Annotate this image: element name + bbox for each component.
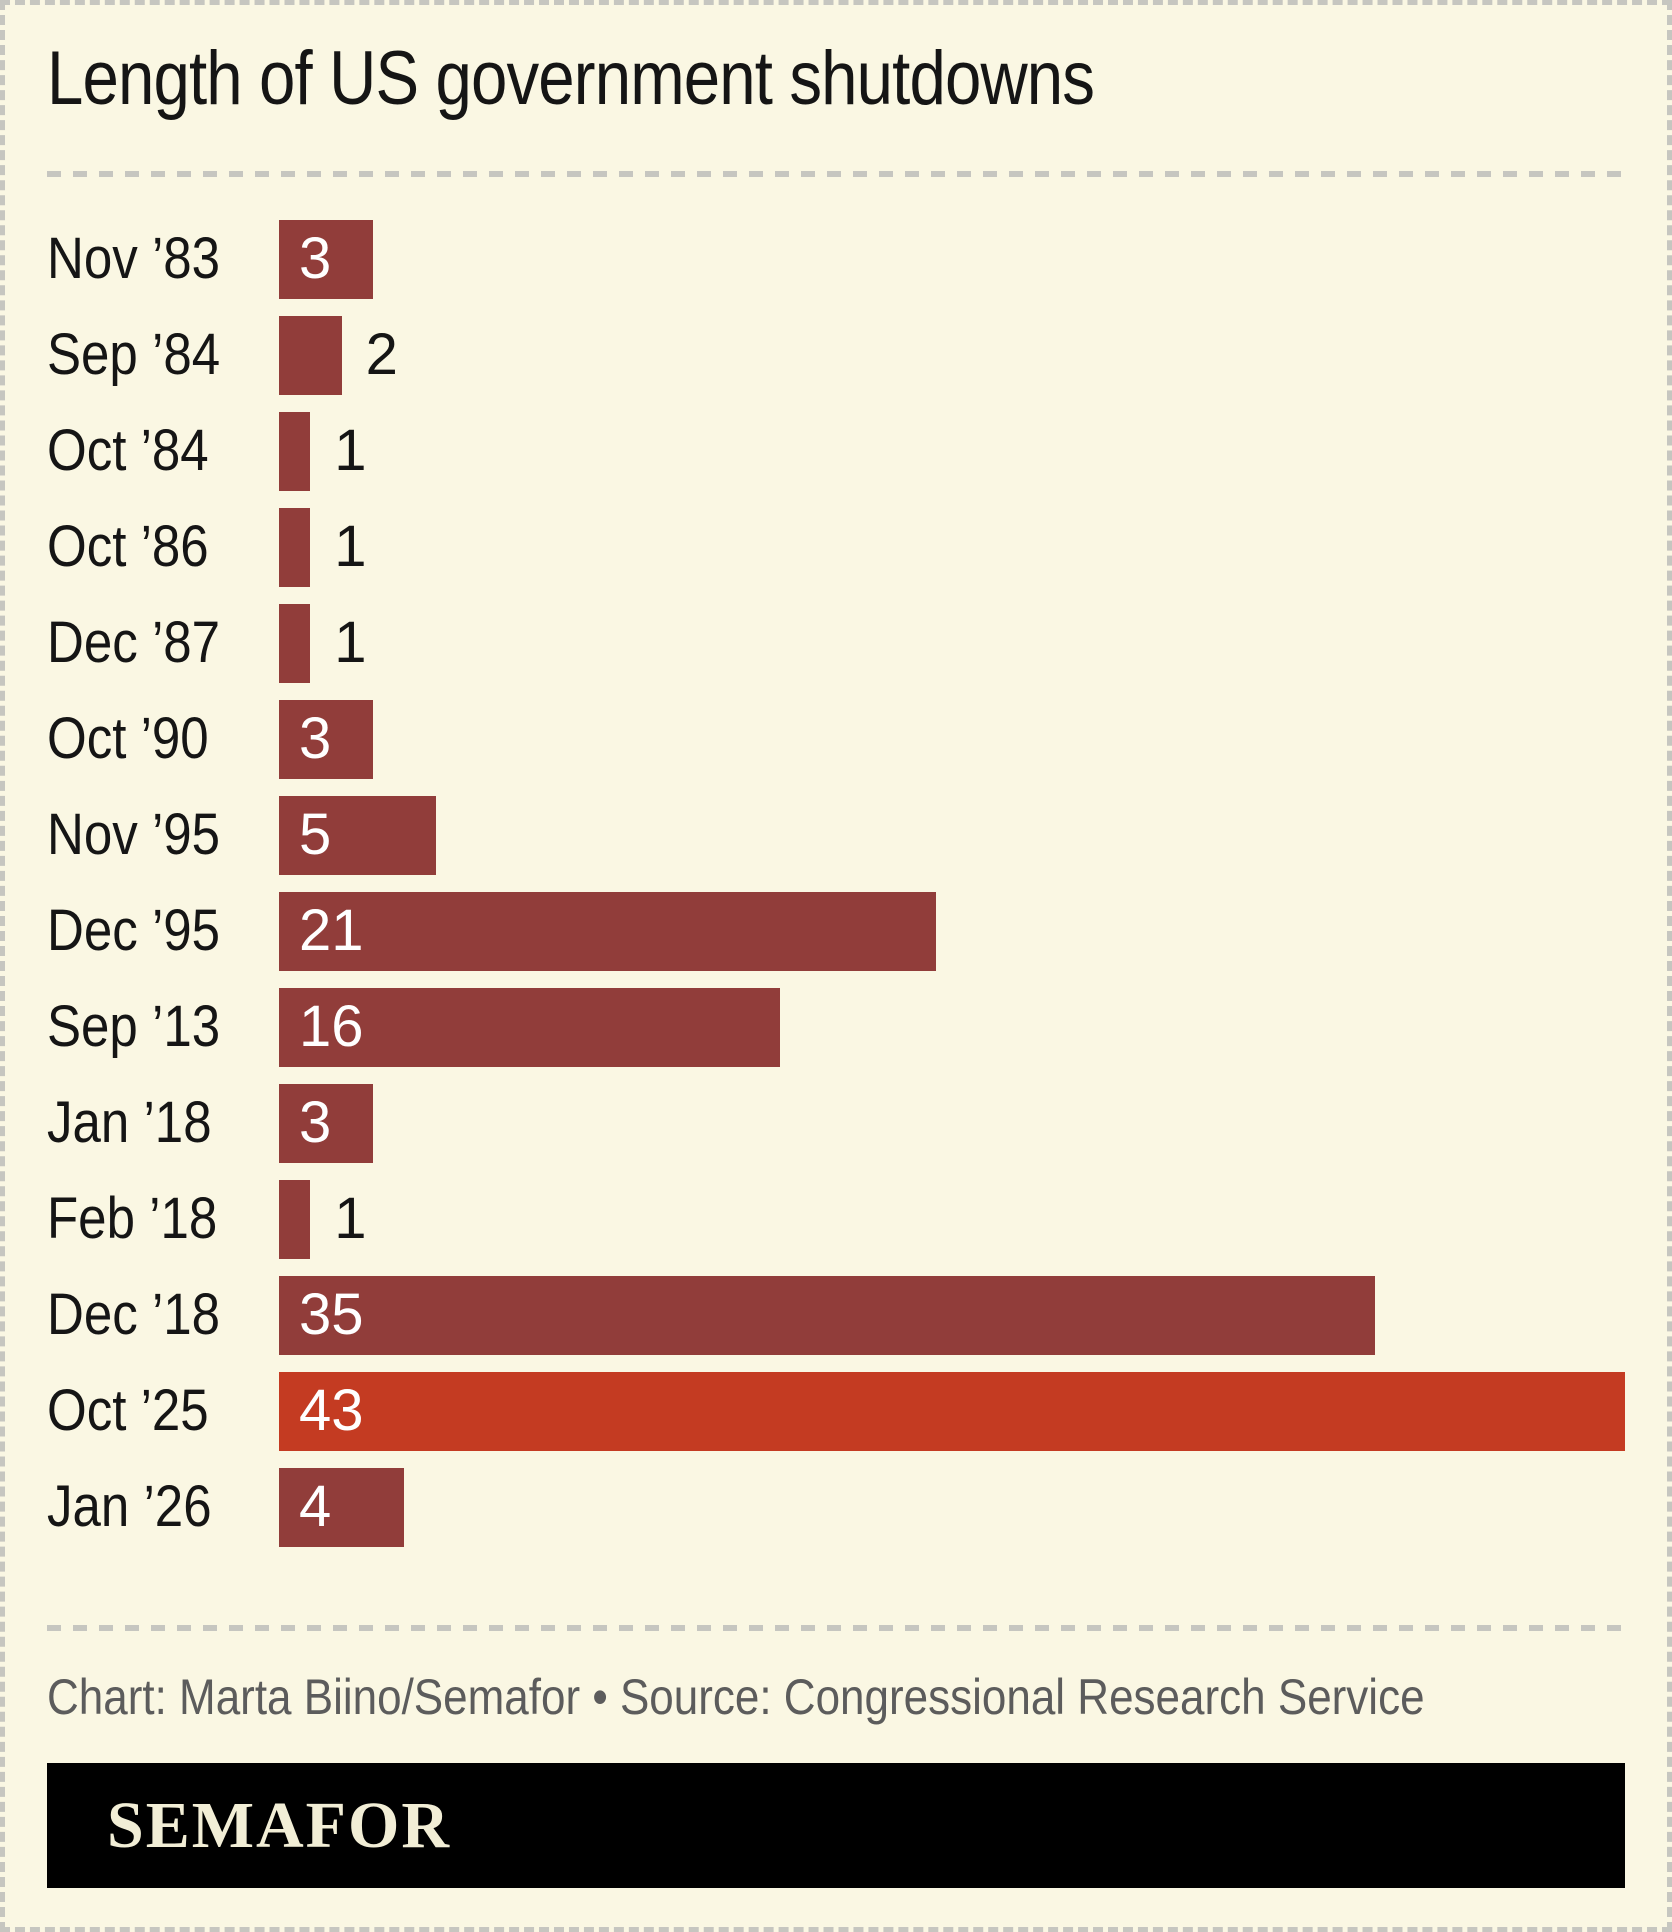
category-label: Nov ’83 bbox=[47, 226, 221, 291]
value-label: 35 bbox=[299, 1282, 364, 1347]
attribution-note: Chart: Marta Biino/Semafor • Source: Con… bbox=[47, 1669, 1425, 1725]
bar bbox=[279, 1179, 311, 1259]
bar-area: 1 bbox=[279, 403, 1625, 499]
category-label: Sep ’13 bbox=[47, 994, 221, 1059]
category-label: Oct ’84 bbox=[47, 418, 209, 483]
category-label: Oct ’90 bbox=[47, 706, 209, 771]
bar: 4 bbox=[279, 1467, 405, 1547]
chart-row: Oct ’90 3 bbox=[47, 691, 1625, 787]
chart-row: Feb ’18 1 bbox=[47, 1171, 1625, 1267]
bar: 3 bbox=[279, 1083, 373, 1163]
category-label: Oct ’86 bbox=[47, 514, 209, 579]
value-label: 3 bbox=[299, 226, 332, 291]
bar-area: 4 bbox=[279, 1459, 1625, 1555]
chart-row: Nov ’95 5 bbox=[47, 787, 1625, 883]
bar: 43 bbox=[279, 1371, 1625, 1451]
value-label: 16 bbox=[299, 994, 364, 1059]
bar-chart: Nov ’83 3 Sep ’84 2 Oct ’84 bbox=[47, 211, 1625, 1555]
bar-area: 3 bbox=[279, 1075, 1625, 1171]
bar: 35 bbox=[279, 1275, 1375, 1355]
chart-row: Dec ’87 1 bbox=[47, 595, 1625, 691]
category-label: Dec ’95 bbox=[47, 898, 221, 963]
bar: 3 bbox=[279, 699, 373, 779]
chart-row: Sep ’84 2 bbox=[47, 307, 1625, 403]
chart-title: Length of US government shutdowns bbox=[47, 36, 1095, 121]
category-label: Nov ’95 bbox=[47, 802, 221, 867]
value-label: 1 bbox=[334, 610, 367, 675]
category-label: Jan ’18 bbox=[47, 1090, 212, 1155]
chart-row: Dec ’18 35 bbox=[47, 1267, 1625, 1363]
category-label: Oct ’25 bbox=[47, 1378, 209, 1443]
value-label: 3 bbox=[299, 706, 332, 771]
bar bbox=[279, 315, 342, 395]
semafor-wordmark: SEMAFOR bbox=[107, 1788, 451, 1862]
bar: 16 bbox=[279, 987, 780, 1067]
value-label: 1 bbox=[334, 418, 367, 483]
bar-area: 43 bbox=[279, 1363, 1625, 1459]
bar-area: 1 bbox=[279, 499, 1625, 595]
bar-area: 1 bbox=[279, 595, 1625, 691]
category-label: Sep ’84 bbox=[47, 322, 221, 387]
chart-row: Sep ’13 16 bbox=[47, 979, 1625, 1075]
bar-area: 3 bbox=[279, 691, 1625, 787]
semafor-logo-bar: SEMAFOR bbox=[47, 1763, 1625, 1888]
bar bbox=[279, 507, 311, 587]
value-label: 1 bbox=[334, 1186, 367, 1251]
top-divider bbox=[47, 171, 1625, 177]
chart-row: Oct ’84 1 bbox=[47, 403, 1625, 499]
chart-row: Nov ’83 3 bbox=[47, 211, 1625, 307]
bar: 21 bbox=[279, 891, 937, 971]
category-label: Dec ’87 bbox=[47, 610, 221, 675]
chart-row: Jan ’26 4 bbox=[47, 1459, 1625, 1555]
chart-row: Oct ’86 1 bbox=[47, 499, 1625, 595]
value-label: 4 bbox=[299, 1474, 332, 1539]
bar bbox=[279, 603, 311, 683]
bar-area: 5 bbox=[279, 787, 1625, 883]
value-label: 5 bbox=[299, 802, 332, 867]
bar-area: 3 bbox=[279, 211, 1625, 307]
chart-row: Oct ’25 43 bbox=[47, 1363, 1625, 1459]
value-label: 3 bbox=[299, 1090, 332, 1155]
category-label: Feb ’18 bbox=[47, 1186, 218, 1251]
value-label: 2 bbox=[365, 322, 398, 387]
bar bbox=[279, 411, 311, 491]
chart-row: Dec ’95 21 bbox=[47, 883, 1625, 979]
value-label: 1 bbox=[334, 514, 367, 579]
bar: 5 bbox=[279, 795, 436, 875]
value-label: 21 bbox=[299, 898, 364, 963]
bar-area: 2 bbox=[279, 307, 1625, 403]
bar-area: 21 bbox=[279, 883, 1625, 979]
bottom-divider bbox=[47, 1625, 1625, 1631]
bar: 3 bbox=[279, 219, 373, 299]
category-label: Jan ’26 bbox=[47, 1474, 212, 1539]
category-label: Dec ’18 bbox=[47, 1282, 221, 1347]
chart-row: Jan ’18 3 bbox=[47, 1075, 1625, 1171]
bar-area: 1 bbox=[279, 1171, 1625, 1267]
bar-area: 16 bbox=[279, 979, 1625, 1075]
bar-area: 35 bbox=[279, 1267, 1625, 1363]
value-label: 43 bbox=[299, 1378, 364, 1443]
